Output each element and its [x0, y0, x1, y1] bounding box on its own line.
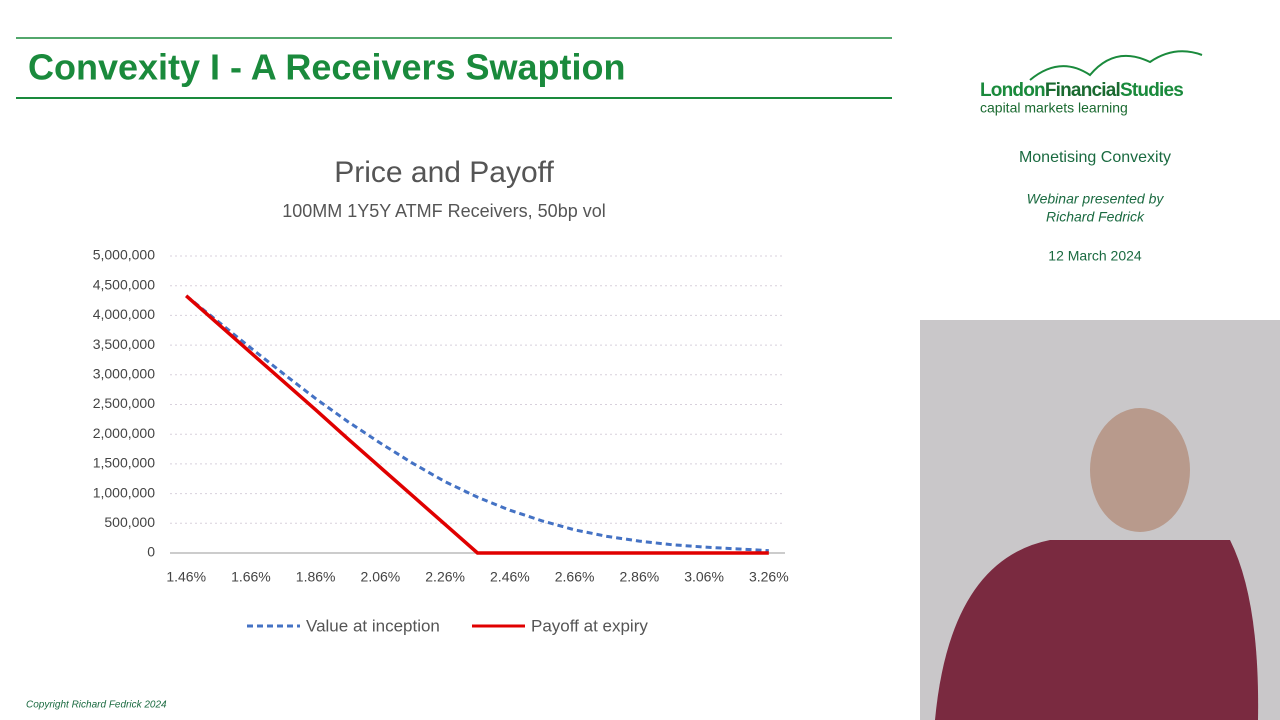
y-tick-label: 3,000,000: [93, 366, 155, 382]
presenter-body: [935, 540, 1259, 720]
y-tick-label: 2,500,000: [93, 395, 155, 411]
x-tick-label: 1.46%: [166, 569, 206, 585]
y-tick-label: 4,000,000: [93, 306, 155, 322]
chart-title: Price and Payoff: [334, 156, 554, 189]
logo-swoosh: [1029, 50, 1203, 81]
copyright: Copyright Richard Fedrick 2024: [26, 700, 167, 711]
legend-label: Value at inception: [306, 616, 440, 635]
y-tick-label: 3,500,000: [93, 336, 155, 352]
legend-label: Payoff at expiry: [531, 616, 648, 635]
y-tick-label: 2,000,000: [93, 425, 155, 441]
presenter-head: [1090, 408, 1190, 532]
presented: Richard Fedrick: [1046, 209, 1145, 225]
topic: Monetising Convexity: [1019, 149, 1171, 166]
slide-title: Convexity I - A Receivers Swaption: [28, 47, 626, 88]
y-tick-label: 500,000: [104, 514, 155, 530]
x-tick-label: 1.66%: [231, 569, 271, 585]
logo-part: London: [980, 80, 1045, 101]
y-tick-label: 1,500,000: [93, 455, 155, 471]
logo-part: Studies: [1120, 80, 1183, 101]
x-tick-label: 2.86%: [619, 569, 659, 585]
x-tick-label: 3.26%: [749, 569, 789, 585]
logo-text: LondonFinancialStudies: [980, 80, 1183, 101]
chart-subtitle: 100MM 1Y5Y ATMF Receivers, 50bp vol: [282, 201, 605, 221]
logo-part: Financial: [1045, 80, 1120, 101]
x-tick-label: 2.26%: [425, 569, 465, 585]
y-tick-label: 5,000,000: [93, 247, 155, 263]
x-tick-label: 1.86%: [296, 569, 336, 585]
date: 12 March 2024: [1048, 248, 1142, 264]
y-tick-label: 0: [147, 544, 155, 560]
x-tick-label: 2.66%: [555, 569, 595, 585]
series-line: [185, 294, 769, 555]
series-line: [185, 294, 769, 553]
presented: Webinar presented by: [1027, 191, 1165, 207]
x-tick-label: 3.06%: [684, 569, 724, 585]
logo-tagline: capital markets learning: [980, 100, 1128, 116]
x-tick-label: 2.46%: [490, 569, 530, 585]
y-tick-label: 4,500,000: [93, 276, 155, 292]
y-tick-label: 1,000,000: [93, 484, 155, 500]
x-tick-label: 2.06%: [361, 569, 401, 585]
